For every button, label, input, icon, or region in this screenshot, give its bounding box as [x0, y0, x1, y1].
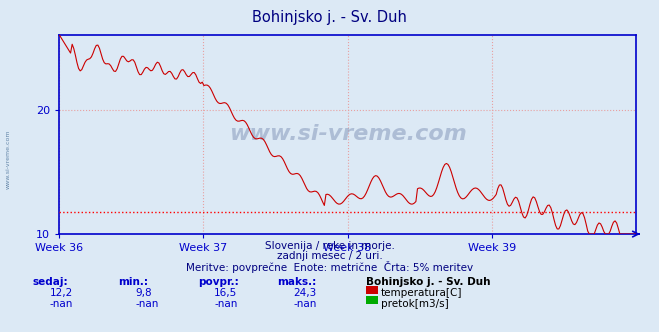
Text: www.si-vreme.com: www.si-vreme.com — [5, 129, 11, 189]
Text: povpr.:: povpr.: — [198, 277, 239, 287]
Text: sedaj:: sedaj: — [33, 277, 69, 287]
Text: www.si-vreme.com: www.si-vreme.com — [229, 124, 467, 144]
Text: Meritve: povprečne  Enote: metrične  Črta: 5% meritev: Meritve: povprečne Enote: metrične Črta:… — [186, 261, 473, 273]
Text: Bohinjsko j. - Sv. Duh: Bohinjsko j. - Sv. Duh — [252, 10, 407, 25]
Text: -nan: -nan — [49, 299, 72, 309]
Text: maks.:: maks.: — [277, 277, 316, 287]
Text: min.:: min.: — [119, 277, 149, 287]
Text: 16,5: 16,5 — [214, 288, 237, 298]
Text: -nan: -nan — [135, 299, 158, 309]
Text: 9,8: 9,8 — [135, 288, 152, 298]
Text: -nan: -nan — [214, 299, 237, 309]
Text: 24,3: 24,3 — [293, 288, 316, 298]
Text: temperatura[C]: temperatura[C] — [381, 288, 463, 298]
Text: Slovenija / reke in morje.: Slovenija / reke in morje. — [264, 241, 395, 251]
Text: zadnji mesec / 2 uri.: zadnji mesec / 2 uri. — [277, 251, 382, 261]
Text: pretok[m3/s]: pretok[m3/s] — [381, 299, 449, 309]
Text: Bohinjsko j. - Sv. Duh: Bohinjsko j. - Sv. Duh — [366, 277, 490, 287]
Text: -nan: -nan — [293, 299, 316, 309]
Text: 12,2: 12,2 — [49, 288, 72, 298]
